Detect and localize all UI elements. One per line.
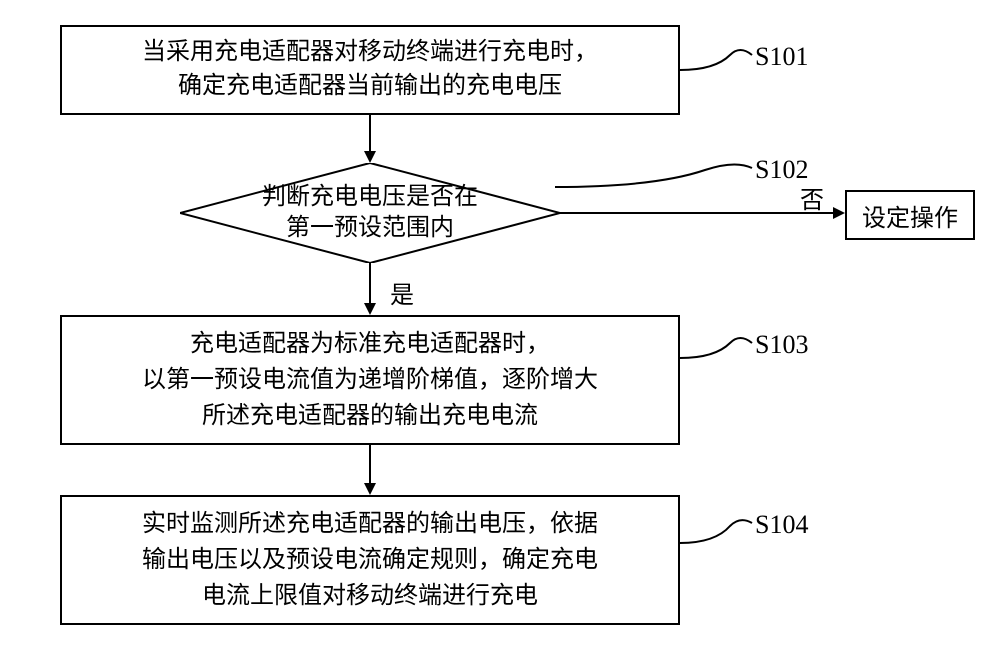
connector-s104 [680, 508, 760, 548]
flowchart-node-s102: 判断充电电压是否在 第一预设范围内 [180, 163, 560, 263]
node-text: 当采用充电适配器对移动终端进行充电时， 确定充电适配器当前输出的充电电压 [142, 36, 598, 103]
text-line: 实时监测所述充电适配器的输出电压，依据 [142, 506, 598, 542]
flowchart-node-s104: 实时监测所述充电适配器的输出电压，依据 输出电压以及预设电流确定规则，确定充电 … [60, 495, 680, 625]
arrowhead-icon [364, 151, 376, 163]
arrowhead-icon [364, 303, 376, 315]
arrow-s101-s102 [369, 115, 371, 153]
text-line: 以第一预设电流值为递增阶梯值，逐阶增大 [142, 362, 598, 398]
node-text: 实时监测所述充电适配器的输出电压，依据 输出电压以及预设电流确定规则，确定充电 … [142, 506, 598, 614]
text-line: 当采用充电适配器对移动终端进行充电时， [142, 36, 598, 70]
step-label-s103: S103 [755, 330, 808, 360]
connector-s103 [680, 328, 760, 363]
arrow-s102-action [560, 212, 833, 214]
text-line: 第一预设范围内 [262, 213, 478, 244]
step-label-s104: S104 [755, 510, 808, 540]
node-text: 判断充电电压是否在 第一预设范围内 [180, 163, 560, 263]
arrow-s102-s103 [369, 263, 371, 303]
flowchart-node-s101: 当采用充电适配器对移动终端进行充电时， 确定充电适配器当前输出的充电电压 [60, 25, 680, 115]
node-text: 充电适配器为标准充电适配器时， 以第一预设电流值为递增阶梯值，逐阶增大 所述充电… [142, 326, 598, 434]
text-line: 电流上限值对移动终端进行充电 [142, 578, 598, 614]
edge-label-yes: 是 [390, 275, 414, 310]
flowchart-node-action: 设定操作 [845, 190, 975, 240]
text-line: 充电适配器为标准充电适配器时， [142, 326, 598, 362]
connector-s102 [555, 152, 755, 192]
flowchart-node-s103: 充电适配器为标准充电适配器时， 以第一预设电流值为递增阶梯值，逐阶增大 所述充电… [60, 315, 680, 445]
arrow-s103-s104 [369, 445, 371, 483]
arrowhead-icon [833, 207, 845, 219]
node-text: 设定操作 [862, 198, 958, 233]
arrowhead-icon [364, 483, 376, 495]
connector-s101 [680, 40, 760, 75]
step-label-s101: S101 [755, 42, 808, 72]
edge-label-no: 否 [800, 180, 824, 215]
text-line: 所述充电适配器的输出充电电流 [142, 398, 598, 434]
text-line: 判断充电电压是否在 [262, 182, 478, 213]
text-line: 输出电压以及预设电流确定规则，确定充电 [142, 542, 598, 578]
text-line: 确定充电适配器当前输出的充电电压 [142, 70, 598, 104]
